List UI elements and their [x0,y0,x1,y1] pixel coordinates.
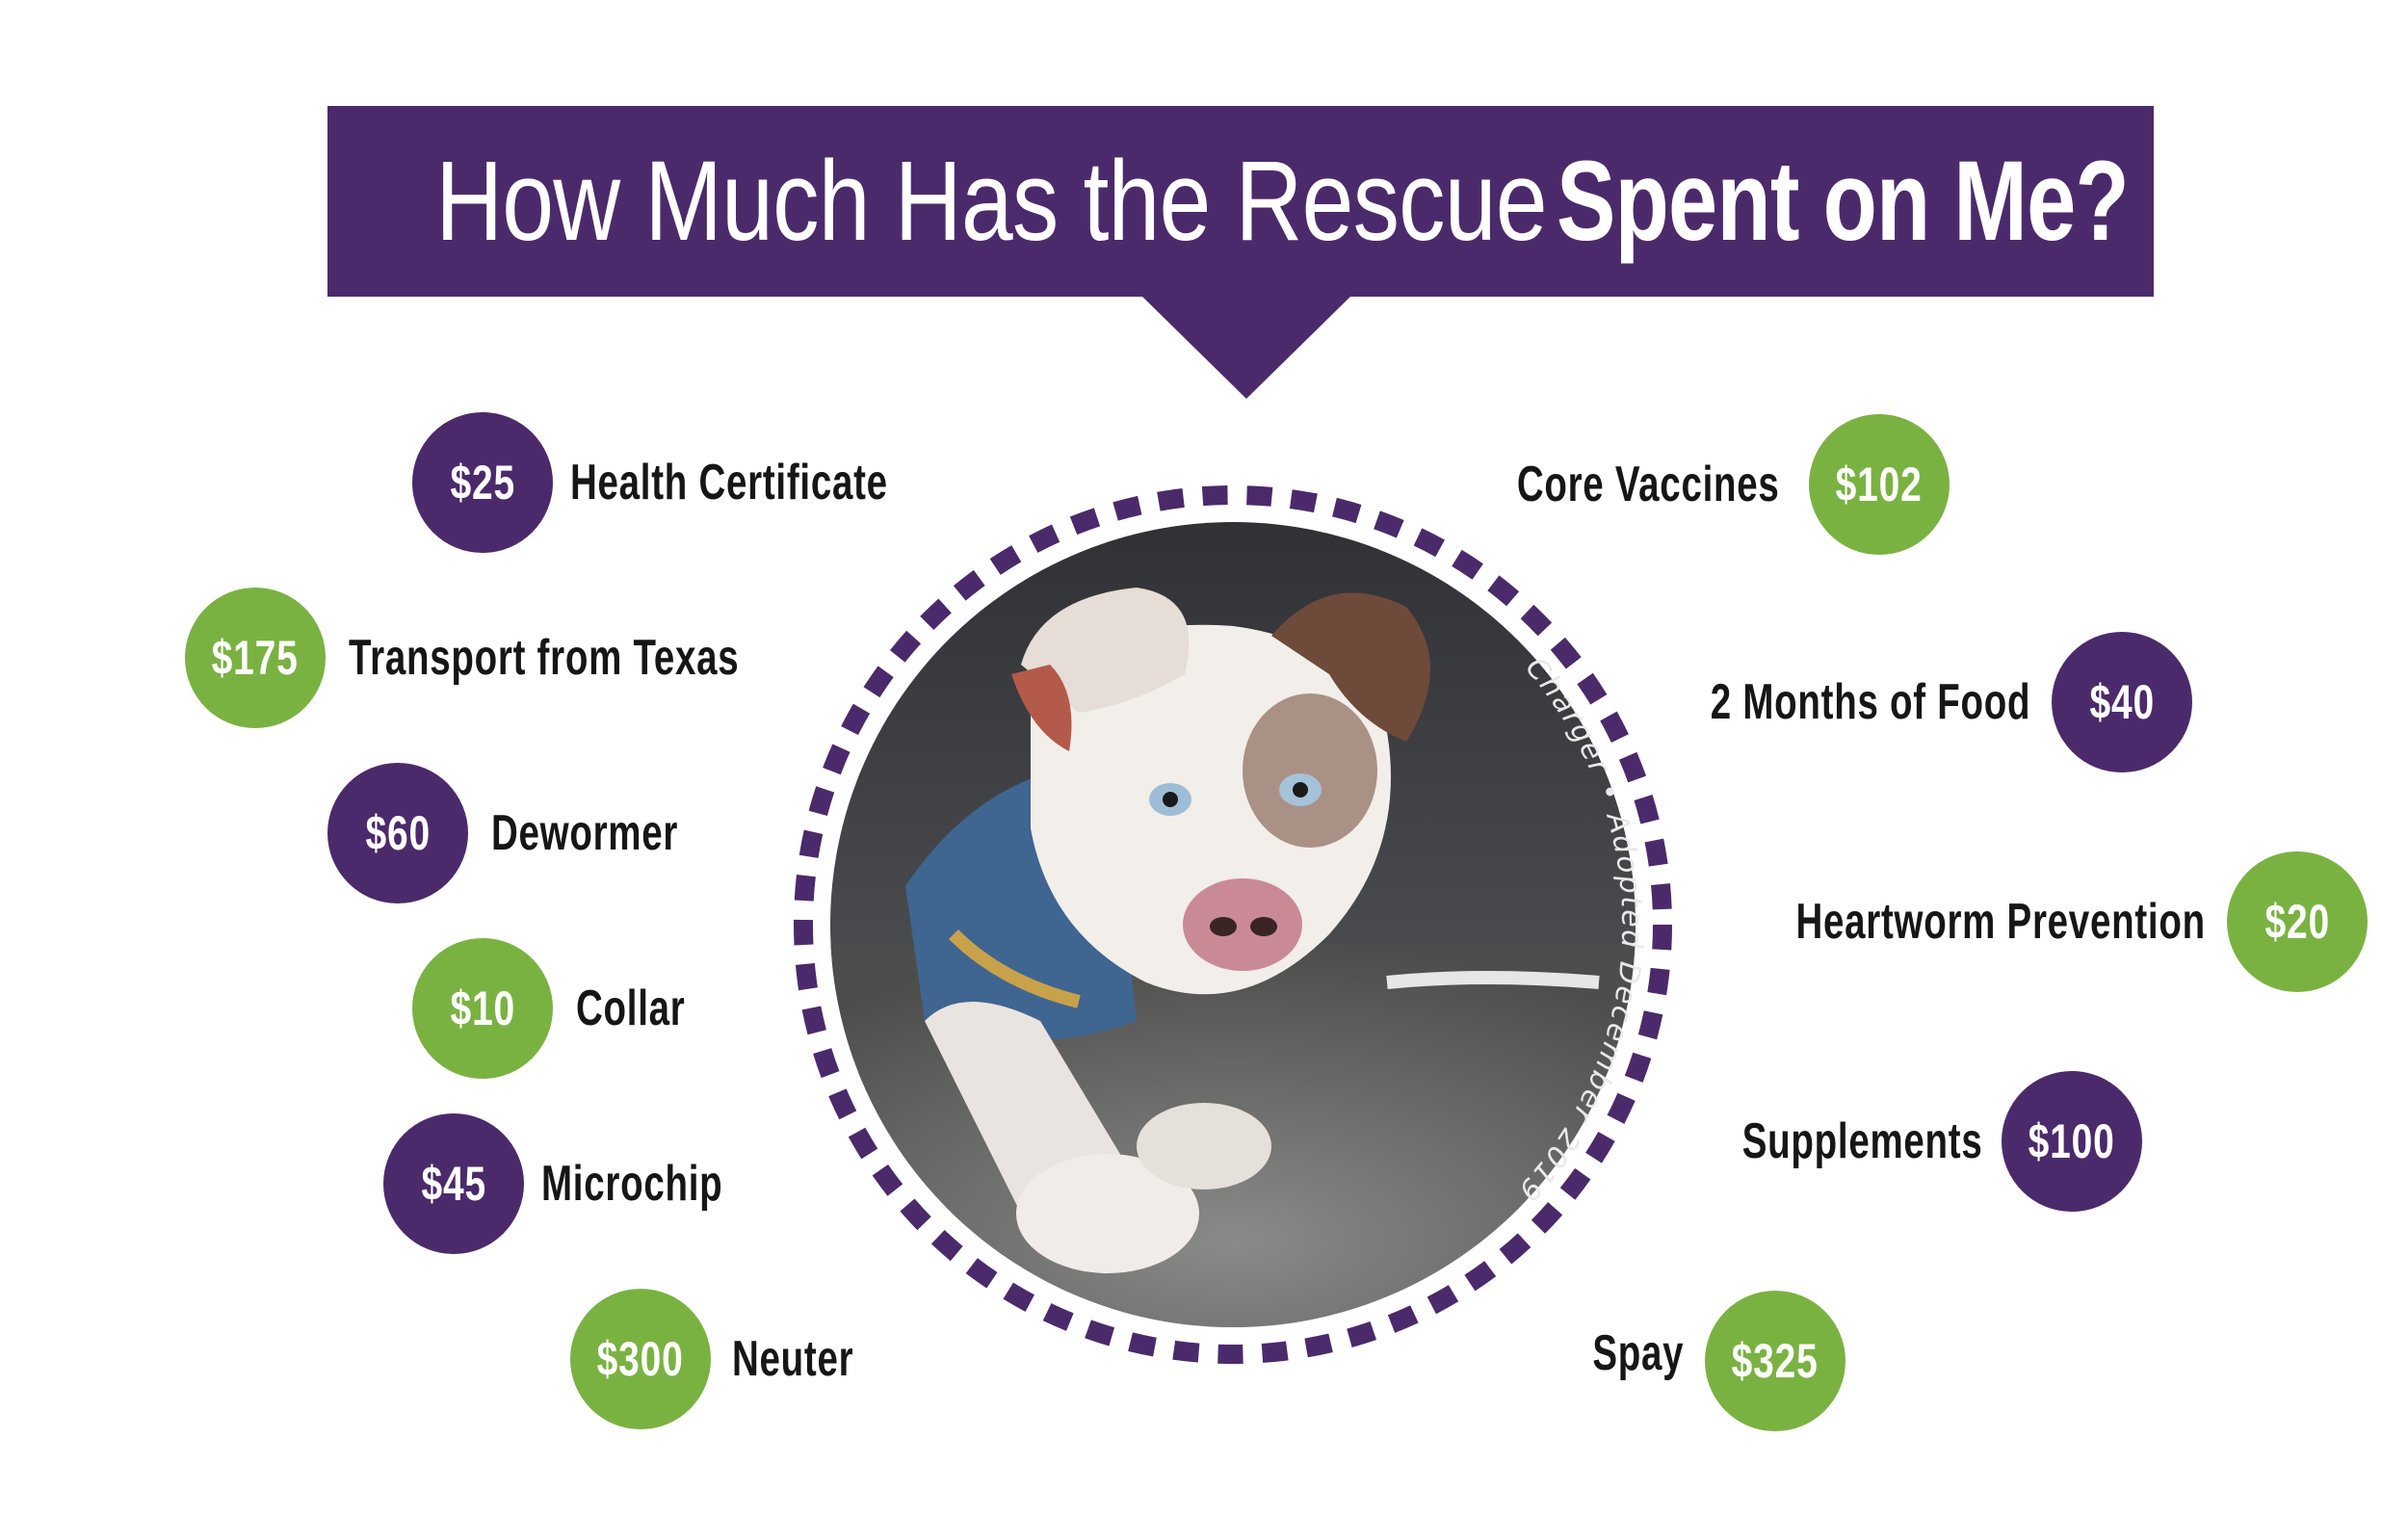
banner-pointer [1140,295,1352,399]
title-light: How Much Has the Rescue [435,138,1547,265]
item-label: Dewormer [491,805,679,861]
price-badge: $175 [185,588,326,728]
page-title: How Much Has the Rescue Spent on Me? [327,106,2154,297]
price-badge: $45 [383,1113,524,1254]
price-badge: $325 [1705,1291,1845,1431]
item-label: Microchip [541,1156,723,1212]
dog-photo: Charger • Adopted December 2019 [794,485,1672,1364]
price-badge: $20 [2227,851,2368,992]
price-badge: $10 [412,938,553,1079]
item-label: 2 Months of Food [1710,674,2030,730]
item-label: Transport from Texas [349,630,740,686]
price-badge: $25 [412,412,553,553]
dashed-ring [794,485,1672,1364]
item-label: Collar [576,981,686,1036]
price-badge: $102 [1809,414,1950,555]
price-badge: $60 [327,763,468,903]
item-label: Spay [1592,1325,1684,1381]
item-label: Core Vaccines [1517,457,1780,512]
title-banner [327,106,2154,297]
dog-photo-frame: Charger • Adopted December 2019 [790,482,1676,1368]
item-label: Health Certificate [570,455,888,510]
title-bold: Spent on Me? [1556,138,2130,265]
item-label: Supplements [1741,1113,1982,1169]
item-label: Heartworm Prevention [1795,894,2206,950]
price-badge: $300 [570,1289,711,1429]
price-badge: $40 [2052,632,2192,772]
price-badge: $100 [2002,1071,2142,1212]
item-label: Neuter [732,1331,854,1387]
